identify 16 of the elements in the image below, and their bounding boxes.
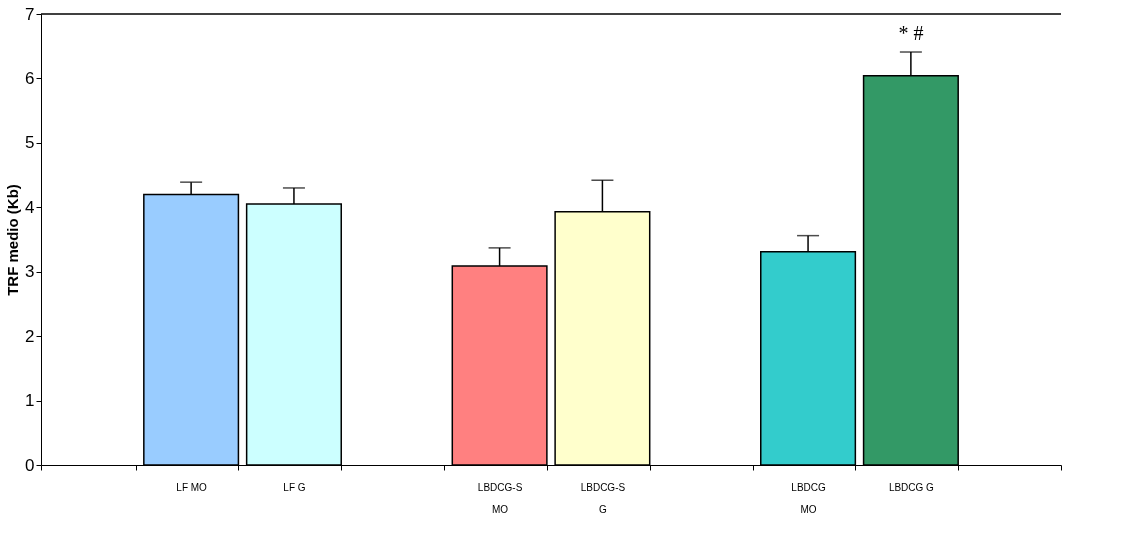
y-tick-label: 1 [25,391,35,411]
x-tick-label: LBDCG-S MO [477,481,523,515]
y-tick-label: 5 [25,133,35,153]
x-tick-label: LF MO [176,481,208,493]
y-tick-label: 6 [25,68,35,88]
y-axis-title: TRF medio (Kb) [4,184,22,296]
annotation: * # [898,22,924,45]
x-tick-label: LF G [283,481,306,493]
x-tick-label: LBDCG MO [791,481,826,515]
y-tick-label: 2 [25,326,35,346]
y-tick-label: 0 [25,455,35,475]
x-tick-label: LBDCG G [888,481,935,493]
y-tick-label: 7 [25,4,35,24]
y-tick-label: 4 [25,197,35,217]
y-tick-label: 3 [25,262,35,282]
x-tick-label: LBDCG-S G [580,481,626,515]
